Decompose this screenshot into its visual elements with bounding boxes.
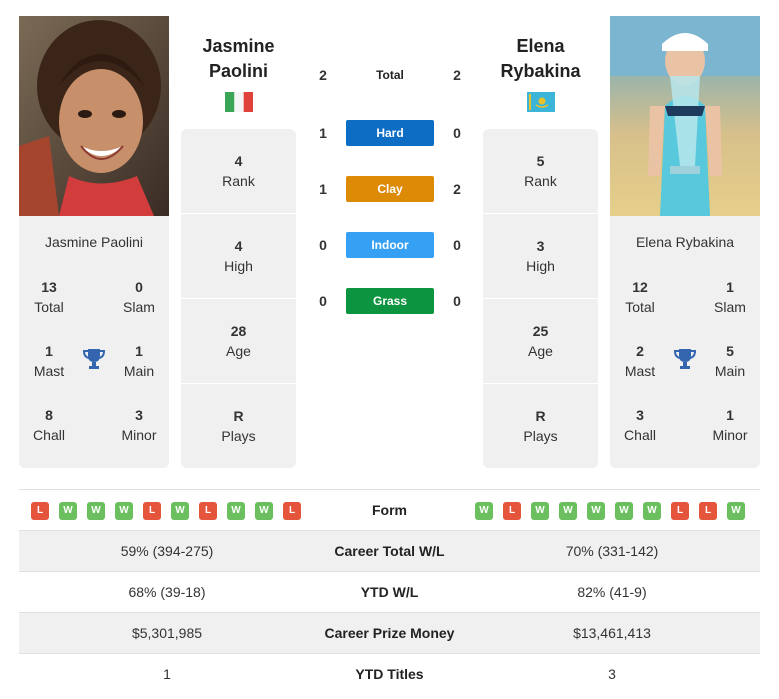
form-badge-right-6[interactable]: W [643, 502, 661, 520]
italy-flag-icon [225, 92, 253, 112]
player-stats-left: 4 Rank 4 High 28 Age R Plays [181, 129, 296, 468]
ytd-titles-right: 3 [608, 666, 616, 682]
career-wl-right: 70% (331-142) [565, 543, 659, 559]
rank-right: 5 Rank [483, 129, 598, 214]
prize-money-row: $5,301,985 Career Prize Money $13,461,41… [19, 612, 760, 653]
h2h-grass-left: 0 [319, 293, 327, 309]
ytd-wl-row: 68% (39-18) YTD W/L 82% (41-9) [19, 571, 760, 612]
career-wl-row: 59% (394-275) Career Total W/L 70% (331-… [19, 530, 760, 571]
ytd-titles-row: 1 YTD Titles 3 [19, 653, 760, 694]
form-badge-left-0[interactable]: L [31, 502, 49, 520]
h2h-clay-left: 1 [319, 181, 327, 197]
main-titles-left: 1 Main [123, 343, 155, 379]
player-photo-right-image [610, 16, 760, 216]
slam-titles-right: 1 Slam [714, 279, 746, 315]
h2h-hard-left: 1 [319, 125, 327, 141]
form-badge-right-4[interactable]: W [587, 502, 605, 520]
form-badge-left-4[interactable]: L [143, 502, 161, 520]
form-badge-right-1[interactable]: L [503, 502, 521, 520]
high-right: 3 High [483, 214, 598, 299]
h2h-indoor-right: 0 [453, 237, 461, 253]
h2h-total-right: 2 [453, 67, 461, 83]
form-badge-left-1[interactable]: W [59, 502, 77, 520]
form-label: Form [372, 502, 407, 518]
form-badge-right-3[interactable]: W [559, 502, 577, 520]
h2h-total-row: 2 Total 2 [300, 62, 480, 88]
h2h-grass-right: 0 [453, 293, 461, 309]
h2h-clay-right: 2 [453, 181, 461, 197]
ytd-titles-left: 1 [163, 666, 171, 682]
career-wl-left: 59% (394-275) [120, 543, 214, 559]
total-titles-right: 12 Total [625, 279, 655, 315]
h2h-clay-row: 1 Clay 2 [300, 176, 480, 202]
age-left: 28 Age [181, 299, 296, 384]
kazakhstan-flag-icon [527, 92, 555, 112]
plays-right: R Plays [523, 408, 558, 444]
trophy-icon [673, 349, 697, 369]
ytd-wl-label: YTD W/L [360, 584, 419, 600]
player-photo-left[interactable] [19, 16, 169, 216]
player-name-left[interactable]: Jasmine Paolini [202, 36, 275, 81]
player-name-right-card[interactable]: Elena Rybakina [635, 234, 735, 250]
form-badge-right-7[interactable]: L [671, 502, 689, 520]
prize-money-left: $5,301,985 [131, 625, 203, 641]
player-name-right[interactable]: Elena Rybakina [500, 36, 581, 81]
player-stats-right: 5 Rank 3 High 25 Age R Plays [483, 129, 598, 468]
h2h-hard-right: 0 [453, 125, 461, 141]
player-card-left: Jasmine Paolini 13 Total 0 Slam 1 Mast 1… [19, 216, 169, 468]
form-badge-left-7[interactable]: W [227, 502, 245, 520]
form-badge-left-5[interactable]: W [171, 502, 189, 520]
h2h-total-label: Total [376, 68, 404, 82]
h2h-hard-row: 1 Hard 0 [300, 120, 480, 146]
ytd-wl-right: 82% (41-9) [577, 584, 647, 600]
h2h-indoor-left: 0 [319, 237, 327, 253]
total-titles-left: 13 Total [34, 279, 64, 315]
trophy-icon [82, 349, 106, 369]
career-wl-label: Career Total W/L [334, 543, 445, 559]
indoor-surface-badge[interactable]: Indoor [346, 232, 434, 258]
rank-left: 4 Rank [181, 129, 296, 214]
grass-surface-badge[interactable]: Grass [346, 288, 434, 314]
minor-titles-left: 3 Minor [121, 407, 157, 443]
form-badge-left-3[interactable]: W [115, 502, 133, 520]
form-badge-right-8[interactable]: L [699, 502, 717, 520]
clay-surface-badge[interactable]: Clay [346, 176, 434, 202]
ytd-titles-label: YTD Titles [355, 666, 424, 682]
minor-titles-right: 1 Minor [712, 407, 748, 443]
form-badge-left-2[interactable]: W [87, 502, 105, 520]
masters-titles-left: 1 Mast [33, 343, 65, 379]
masters-titles-right: 2 Mast [624, 343, 656, 379]
player-photo-left-image [19, 16, 169, 216]
player-photo-right[interactable] [610, 16, 760, 216]
main-titles-right: 5 Main [714, 343, 746, 379]
age-right: 25 Age [483, 299, 598, 384]
h2h-grass-row: 0 Grass 0 [300, 288, 480, 314]
form-badge-right-2[interactable]: W [531, 502, 549, 520]
prize-money-label: Career Prize Money [324, 625, 455, 641]
form-badge-right-0[interactable]: W [475, 502, 493, 520]
form-badge-left-9[interactable]: L [283, 502, 301, 520]
player-card-right: Elena Rybakina 12 Total 1 Slam 2 Mast 5 … [610, 216, 760, 468]
slam-titles-left: 0 Slam [123, 279, 155, 315]
hard-surface-badge[interactable]: Hard [346, 120, 434, 146]
h2h-indoor-row: 0 Indoor 0 [300, 232, 480, 258]
plays-left: R Plays [221, 408, 256, 444]
high-left: 4 High [181, 214, 296, 299]
challenger-titles-right: 3 Chall [624, 407, 656, 443]
prize-money-right: $13,461,413 [573, 625, 651, 641]
h2h-total-left: 2 [319, 67, 327, 83]
ytd-wl-left: 68% (39-18) [128, 584, 206, 600]
challenger-titles-left: 8 Chall [33, 407, 65, 443]
form-badge-left-8[interactable]: W [255, 502, 273, 520]
form-badge-right-5[interactable]: W [615, 502, 633, 520]
form-badge-right-9[interactable]: W [727, 502, 745, 520]
form-badge-left-6[interactable]: L [199, 502, 217, 520]
player-name-left-card[interactable]: Jasmine Paolini [44, 234, 144, 250]
